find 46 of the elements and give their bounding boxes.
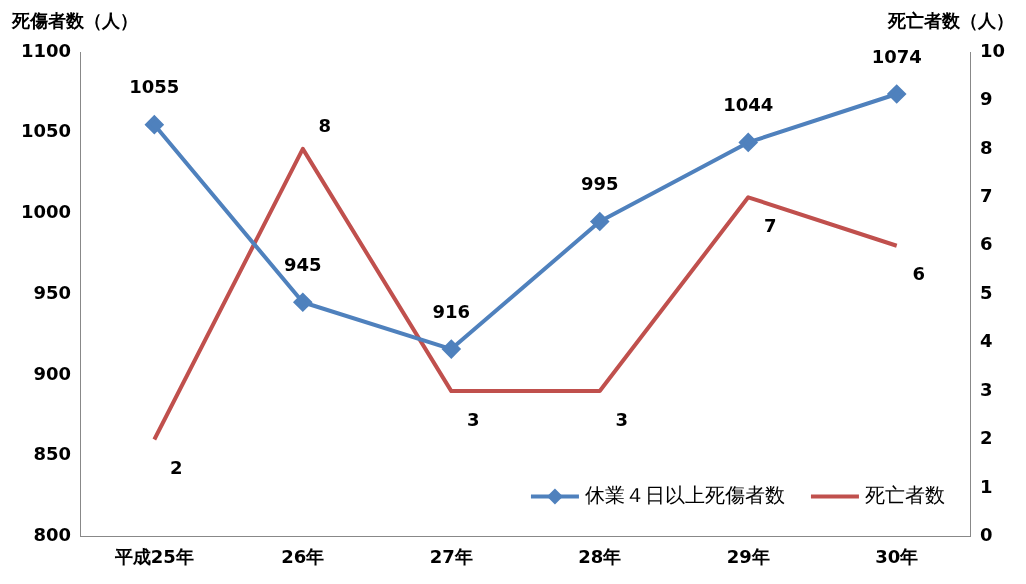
legend-label: 死亡者数: [864, 482, 945, 507]
y-tick-label: 800: [33, 524, 72, 546]
data-label: 3: [467, 408, 480, 430]
y2-tick-label: 5: [979, 281, 993, 303]
data-label: 7: [763, 214, 777, 236]
point: [739, 133, 758, 152]
data-label: 995: [580, 173, 619, 195]
y2-tick-label: 8: [979, 136, 993, 158]
point: [442, 340, 461, 359]
y2-tick-label: 9: [979, 88, 993, 110]
y2-tick-label: 10: [979, 39, 1006, 61]
y2-tick-label: 0: [979, 524, 993, 546]
y-axis-title: 死傷者数（人）: [11, 9, 138, 31]
legend-label: 休業４日以上死傷者数: [584, 482, 785, 507]
point: [145, 115, 164, 134]
data-label: 1044: [723, 94, 774, 116]
y-tick-label: 900: [33, 362, 72, 384]
x-tick-label: 27年: [429, 545, 473, 567]
data-label: 1074: [871, 45, 922, 67]
point: [887, 84, 906, 103]
x-tick-label: 28年: [578, 545, 622, 567]
x-tick-label: 30年: [875, 545, 919, 567]
y2-tick-label: 2: [979, 427, 993, 449]
point: [590, 212, 609, 231]
x-tick-label: 平成25年: [113, 545, 194, 567]
y-tick-label: 1050: [20, 120, 72, 142]
y2-tick-label: 6: [979, 233, 993, 255]
y-tick-label: 1000: [20, 201, 72, 223]
y2-axis-title: 死亡者数（人）: [887, 9, 1014, 31]
y2-tick-label: 1: [979, 475, 993, 497]
y2-tick-label: 4: [979, 330, 993, 352]
data-label: 916: [432, 300, 471, 322]
y2-tick-label: 7: [979, 184, 993, 206]
data-label: 6: [912, 263, 925, 285]
x-tick-label: 29年: [726, 545, 770, 567]
data-label: 945: [284, 253, 322, 275]
data-label: 2: [170, 457, 183, 479]
y2-tick-label: 3: [979, 378, 993, 400]
data-label: 3: [615, 408, 629, 430]
y-tick-label: 850: [33, 443, 72, 465]
x-tick-label: 26年: [281, 545, 325, 567]
point: [293, 293, 312, 312]
data-label: 1055: [129, 76, 180, 98]
data-label: 8: [318, 114, 332, 136]
y-tick-label: 950: [33, 281, 72, 303]
y-tick-label: 1100: [20, 39, 72, 61]
